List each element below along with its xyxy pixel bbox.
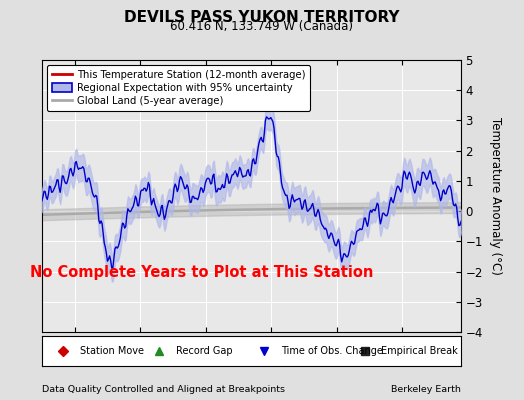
Legend: This Temperature Station (12-month average), Regional Expectation with 95% uncer: This Temperature Station (12-month avera…: [47, 65, 310, 111]
Y-axis label: Temperature Anomaly (°C): Temperature Anomaly (°C): [489, 117, 502, 275]
Text: DEVILS PASS YUKON TERRITORY: DEVILS PASS YUKON TERRITORY: [124, 10, 400, 25]
Text: Station Move: Station Move: [80, 346, 144, 356]
Text: Berkeley Earth: Berkeley Earth: [391, 385, 461, 394]
Text: Time of Obs. Change: Time of Obs. Change: [281, 346, 383, 356]
Text: Record Gap: Record Gap: [176, 346, 233, 356]
Text: Data Quality Controlled and Aligned at Breakpoints: Data Quality Controlled and Aligned at B…: [42, 385, 285, 394]
Text: 60.416 N, 133.749 W (Canada): 60.416 N, 133.749 W (Canada): [170, 20, 354, 33]
Text: No Complete Years to Plot at This Station: No Complete Years to Plot at This Statio…: [29, 265, 373, 280]
Text: Empirical Break: Empirical Break: [381, 346, 458, 356]
